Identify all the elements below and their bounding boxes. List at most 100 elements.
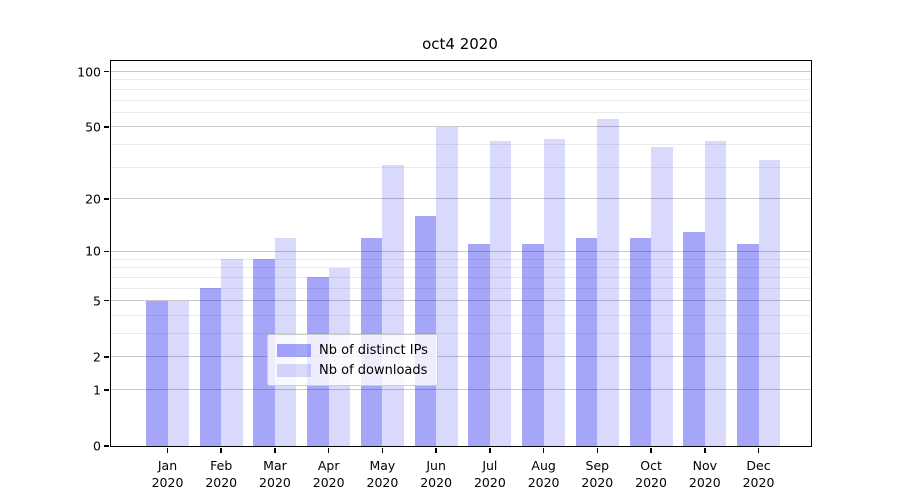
y-gridline-minor xyxy=(111,314,811,316)
legend-row: Nb of downloads xyxy=(277,360,428,380)
y-axis-tick xyxy=(104,299,109,302)
y-axis-tick-label: 10 xyxy=(85,243,101,259)
bar-downloads-may xyxy=(382,164,404,446)
x-axis-tick xyxy=(274,447,276,453)
x-tick-year: 2020 xyxy=(259,475,291,490)
x-tick-month: Oct xyxy=(640,458,662,473)
bar-distinct-ips-mar xyxy=(253,259,275,446)
bar-downloads-jan xyxy=(167,300,189,446)
y-axis-tick-label: 5 xyxy=(93,293,101,309)
x-axis-tick-label: Sep 2020 xyxy=(567,457,627,491)
plot-area: 100 50 20 10 5 2 1 0 Jan 2020 Feb 2020 Mar 2020 Apr 202… xyxy=(77,60,812,490)
y-axis-tick xyxy=(104,250,109,253)
bar-distinct-ips-jul xyxy=(468,244,490,446)
x-tick-year: 2020 xyxy=(635,475,667,490)
y-gridline-minor xyxy=(111,144,811,146)
x-axis-tick-label: Nov 2020 xyxy=(675,457,735,491)
y-gridline-minor xyxy=(111,287,811,289)
bar-downloads-jul xyxy=(489,140,512,446)
y-gridline-major xyxy=(111,198,811,200)
x-axis-tick-label: Jul 2020 xyxy=(460,457,520,491)
y-axis-tick xyxy=(104,356,109,358)
x-tick-month: Sep xyxy=(585,458,610,473)
x-axis-tick-label: May 2020 xyxy=(352,457,412,491)
x-tick-month: May xyxy=(369,458,396,473)
x-axis-tick-label: Feb 2020 xyxy=(191,457,251,491)
x-axis-tick xyxy=(166,447,169,453)
bar-distinct-ips-jun xyxy=(414,216,437,446)
x-axis-tick-label: Mar 2020 xyxy=(245,457,305,491)
y-gridline-minor xyxy=(111,166,811,168)
bar-distinct-ips-aug xyxy=(522,244,544,446)
y-gridline-major xyxy=(111,389,811,391)
y-gridline-major xyxy=(111,356,811,358)
x-axis-tick-label: Aug 2020 xyxy=(514,457,574,491)
bar-distinct-ips-jan xyxy=(146,300,168,446)
x-tick-month: Dec xyxy=(746,458,771,473)
x-tick-year: 2020 xyxy=(581,475,614,490)
bar-distinct-ips-nov xyxy=(683,231,705,446)
y-axis-tick-label: 0 xyxy=(93,438,101,454)
legend-swatch-distinct-ips xyxy=(277,343,311,357)
chart-title: oct4 2020 xyxy=(422,35,498,53)
bar-distinct-ips-oct xyxy=(629,237,652,446)
legend-label: Nb of downloads xyxy=(319,362,428,378)
bar-distinct-ips-sep xyxy=(575,237,598,446)
y-gridline-major xyxy=(111,300,811,302)
x-axis-tick xyxy=(435,447,437,453)
y-axis-tick-label: 20 xyxy=(85,191,101,207)
x-axis-tick xyxy=(704,447,706,453)
legend: Nb of distinct IPs Nb of downloads xyxy=(267,334,438,386)
y-axis-tick xyxy=(104,126,109,128)
x-tick-year: 2020 xyxy=(688,475,721,490)
y-axis-tick-label: 1 xyxy=(93,382,101,398)
y-axis-tick xyxy=(104,389,109,391)
bar-downloads-nov xyxy=(704,140,727,446)
y-gridline-minor xyxy=(111,79,811,81)
x-tick-month: Jan xyxy=(157,458,178,473)
x-tick-month: Jul xyxy=(482,458,498,473)
y-gridline-major xyxy=(111,71,811,73)
bar-downloads-sep xyxy=(597,119,619,446)
x-axis-tick xyxy=(596,447,599,453)
x-axis-tick xyxy=(542,447,545,453)
x-tick-year: 2020 xyxy=(312,475,345,490)
x-axis-tick-label: Jun 2020 xyxy=(406,457,466,491)
x-axis-tick xyxy=(650,447,652,453)
y-axis-tick xyxy=(104,445,109,447)
x-axis-tick xyxy=(381,447,384,453)
x-axis-tick xyxy=(489,447,491,453)
x-tick-year: 2020 xyxy=(527,475,560,490)
y-gridline-major xyxy=(111,250,811,252)
x-axis-tick xyxy=(220,447,222,453)
x-axis-tick xyxy=(757,447,760,453)
bar-distinct-ips-feb xyxy=(199,288,222,446)
y-gridline-minor xyxy=(111,99,811,101)
x-tick-year: 2020 xyxy=(151,475,184,490)
x-axis-tick-label: Jan 2020 xyxy=(138,457,198,491)
x-axis-tick xyxy=(327,447,330,453)
y-axis-tick xyxy=(104,70,109,73)
y-gridline-minor xyxy=(111,258,811,260)
bar-downloads-aug xyxy=(543,138,566,446)
x-axis-tick-label: Apr 2020 xyxy=(299,457,359,491)
x-tick-year: 2020 xyxy=(420,475,453,490)
y-axis-tick-label: 100 xyxy=(77,64,101,80)
x-tick-year: 2020 xyxy=(473,475,506,490)
x-tick-month: Mar xyxy=(263,458,287,473)
y-gridline-minor xyxy=(111,276,811,278)
bar-downloads-jun xyxy=(436,126,458,446)
legend-row: Nb of distinct IPs xyxy=(277,340,428,360)
bar-distinct-ips-dec xyxy=(737,244,759,446)
y-gridline-minor xyxy=(111,111,811,113)
x-tick-year: 2020 xyxy=(205,475,238,490)
bar-downloads-dec xyxy=(758,159,781,446)
legend-swatch-downloads xyxy=(277,363,311,377)
bar-downloads-feb xyxy=(221,259,243,446)
x-axis-tick-label: Dec 2020 xyxy=(729,457,789,491)
y-axis-tick-label: 2 xyxy=(93,349,101,365)
y-gridline-minor xyxy=(111,88,811,90)
y-gridline-major xyxy=(111,126,811,128)
y-axis-tick xyxy=(104,198,109,200)
y-gridline-minor xyxy=(111,267,811,269)
